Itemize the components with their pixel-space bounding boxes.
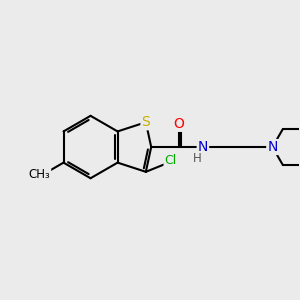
Text: H: H bbox=[193, 152, 202, 165]
Text: N: N bbox=[198, 140, 208, 154]
Text: N: N bbox=[267, 140, 278, 154]
Text: CH₃: CH₃ bbox=[28, 168, 50, 181]
Text: Cl: Cl bbox=[164, 154, 177, 167]
Text: O: O bbox=[173, 117, 184, 131]
Text: S: S bbox=[142, 115, 150, 129]
